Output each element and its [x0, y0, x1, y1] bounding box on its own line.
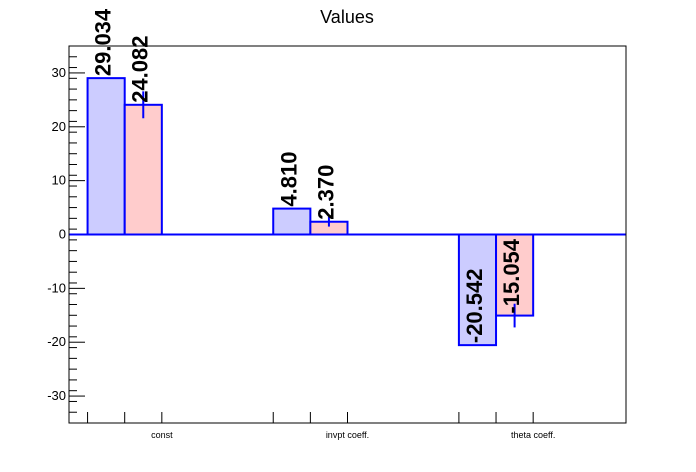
value-label: 2.370 — [313, 165, 338, 220]
frame-border — [68, 45, 627, 424]
bar — [272, 207, 312, 236]
value-label: -15.054 — [499, 238, 524, 313]
x-category-label: invpt coeff. — [326, 430, 369, 440]
y-tick-label: 0 — [59, 227, 66, 242]
x-category-label: theta coeff. — [511, 430, 555, 440]
y-tick-label: 30 — [52, 65, 66, 80]
bar — [123, 103, 163, 236]
bar — [457, 233, 498, 347]
y-tick-label: -30 — [47, 388, 66, 403]
value-label: 29.034 — [91, 8, 116, 76]
data-labels: 29.034 24.082 4.810 2.370 -20.542 -15.054 — [91, 8, 524, 343]
bar — [495, 233, 535, 317]
axes: -30 -20 -10 0 10 20 30 const invpt coeff. theta c… — [47, 45, 555, 440]
y-tick-label: 20 — [52, 119, 66, 134]
value-label: 4.810 — [276, 152, 301, 207]
chart-title: Values — [320, 7, 374, 27]
value-label: -20.542 — [462, 269, 487, 344]
y-tick-label: -20 — [47, 334, 66, 349]
y-tick-label: -10 — [47, 280, 66, 295]
bars — [69, 77, 626, 347]
bar — [86, 77, 126, 236]
y-tick-label: 10 — [52, 173, 66, 188]
value-label: 24.082 — [128, 36, 153, 103]
x-category-label: const — [151, 430, 173, 440]
